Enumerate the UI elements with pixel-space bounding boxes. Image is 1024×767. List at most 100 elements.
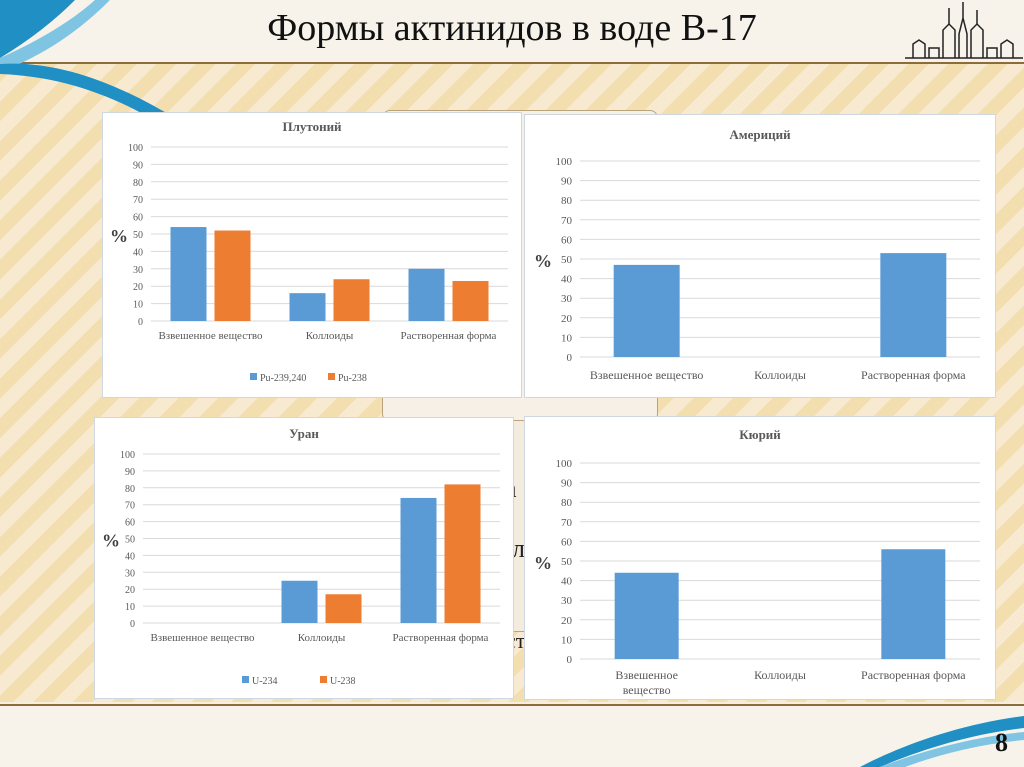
y-tick-label: 30 — [125, 568, 135, 579]
header-band — [0, 0, 1024, 62]
legend-swatch — [250, 373, 257, 380]
y-tick-label: 70 — [125, 501, 135, 512]
legend-swatch — [328, 373, 335, 380]
y-tick-label: 90 — [561, 478, 573, 490]
y-tick-label: 60 — [561, 234, 573, 246]
chart-title: Кюрий — [739, 427, 781, 442]
swoosh-decoration-bottom — [860, 716, 1024, 767]
bar — [214, 230, 251, 321]
y-tick-label: 90 — [561, 176, 573, 188]
y-tick-label: 100 — [120, 450, 135, 461]
category-label: Растворенная форма — [393, 632, 489, 644]
y-tick-label: 70 — [561, 517, 573, 529]
y-tick-label: 10 — [125, 602, 135, 613]
bar — [170, 227, 207, 321]
bar — [408, 268, 445, 321]
bar — [452, 280, 489, 321]
background-text-fragment: л — [512, 534, 525, 563]
legend-label: Pu-239,240 — [260, 373, 306, 384]
chart-uranium: Уран 0 10 20 30 40 50 60 70 80 90 100% Взвешенное ве… — [102, 426, 500, 687]
footer-divider — [0, 704, 1024, 706]
category-label: Коллоиды — [306, 330, 354, 342]
y-tick-label: 20 — [125, 585, 135, 596]
category-label-line: вещество — [623, 683, 671, 697]
y-tick-label: 20 — [133, 282, 143, 293]
bar — [880, 253, 947, 357]
chart-curium: Кюрий 0 10 20 30 40 50 60 70 80 90 100% Взвешенное ве… — [534, 427, 980, 697]
legend-label: U-238 — [330, 676, 356, 687]
y-tick-label: 40 — [561, 576, 573, 588]
y-tick-label: 60 — [125, 518, 135, 529]
y-tick-label: 50 — [561, 254, 573, 266]
legend-label: U-234 — [252, 676, 278, 687]
y-tick-label: 20 — [561, 313, 573, 325]
bar — [444, 484, 481, 623]
y-tick-label: 40 — [125, 551, 135, 562]
header-divider — [0, 62, 1024, 64]
y-tick-label: 80 — [125, 484, 135, 495]
legend-swatch — [242, 676, 249, 683]
y-tick-label: 40 — [133, 247, 143, 258]
y-axis-label: % — [534, 553, 552, 573]
y-tick-label: 70 — [561, 215, 573, 227]
chart-americium: Америций 0 10 20 30 40 50 60 70 80 90 100% Взвешенно… — [534, 127, 980, 382]
category-label-line: Взвешенное — [615, 668, 678, 682]
chart-panel-uranium: Уран 0 10 20 30 40 50 60 70 80 90 100% Взвешенное ве… — [94, 417, 514, 699]
y-tick-label: 90 — [133, 160, 143, 171]
chart-title: Уран — [289, 426, 319, 441]
bar — [281, 580, 318, 623]
y-tick-label: 10 — [561, 332, 573, 344]
y-tick-label: 0 — [567, 352, 573, 364]
y-tick-label: 20 — [561, 615, 573, 627]
y-tick-label: 0 — [130, 619, 135, 630]
y-tick-label: 10 — [561, 634, 573, 646]
category-label: Коллоиды — [298, 632, 346, 644]
y-tick-label: 90 — [125, 467, 135, 478]
y-axis-label: % — [534, 251, 552, 271]
legend-swatch — [320, 676, 327, 683]
category-label: Коллоиды — [754, 668, 806, 682]
bar — [289, 293, 326, 321]
university-skyline-logo — [905, 2, 1023, 59]
category-label: Коллоиды — [754, 368, 806, 382]
category-label: Взвешенное вещество — [150, 632, 255, 644]
y-tick-label: 10 — [133, 300, 143, 311]
chart-title: Америций — [729, 127, 791, 142]
bar — [881, 549, 946, 659]
y-tick-label: 30 — [133, 265, 143, 276]
y-tick-label: 60 — [133, 213, 143, 224]
y-axis-label: % — [102, 531, 120, 551]
y-tick-label: 100 — [128, 143, 143, 154]
footer-band — [0, 704, 1024, 767]
y-tick-label: 70 — [133, 195, 143, 206]
category-label: Взвешенное вещество — [590, 368, 704, 382]
category-label: Взвешенное вещество — [158, 330, 263, 342]
y-tick-label: 100 — [556, 156, 573, 168]
y-tick-label: 0 — [567, 654, 573, 666]
bar — [333, 279, 370, 321]
y-tick-label: 50 — [561, 556, 573, 568]
y-tick-label: 30 — [561, 595, 573, 607]
category-label: Растворенная форма — [401, 330, 497, 342]
y-tick-label: 50 — [133, 230, 143, 241]
slide-title: Формы актинидов в воде В-17 — [267, 7, 757, 49]
bar — [613, 264, 680, 357]
bar — [614, 572, 679, 659]
y-tick-label: 80 — [561, 195, 573, 207]
y-tick-label: 60 — [561, 536, 573, 548]
category-label: Растворенная форма — [861, 368, 966, 382]
chart-plutonium: Плутоний 0 10 20 30 40 50 60 70 80 90 100% Взвешенно… — [110, 119, 508, 384]
category-label: Растворенная форма — [861, 668, 966, 682]
y-axis-label: % — [110, 226, 128, 246]
y-tick-label: 80 — [133, 178, 143, 189]
y-tick-label: 80 — [561, 497, 573, 509]
swoosh-decoration-top — [0, 0, 175, 118]
y-tick-label: 40 — [561, 274, 573, 286]
legend-label: Pu-238 — [338, 373, 367, 384]
y-tick-label: 0 — [138, 317, 143, 328]
chart-panel-plutonium: Плутоний 0 10 20 30 40 50 60 70 80 90 100% Взвешенно… — [102, 112, 522, 398]
chart-panel-curium: Кюрий 0 10 20 30 40 50 60 70 80 90 100% Взвешенное ве… — [524, 416, 996, 700]
y-tick-label: 100 — [556, 458, 573, 470]
y-tick-label: 50 — [125, 535, 135, 546]
chart-panel-americium: Америций 0 10 20 30 40 50 60 70 80 90 100% Взвешенно… — [524, 114, 996, 398]
